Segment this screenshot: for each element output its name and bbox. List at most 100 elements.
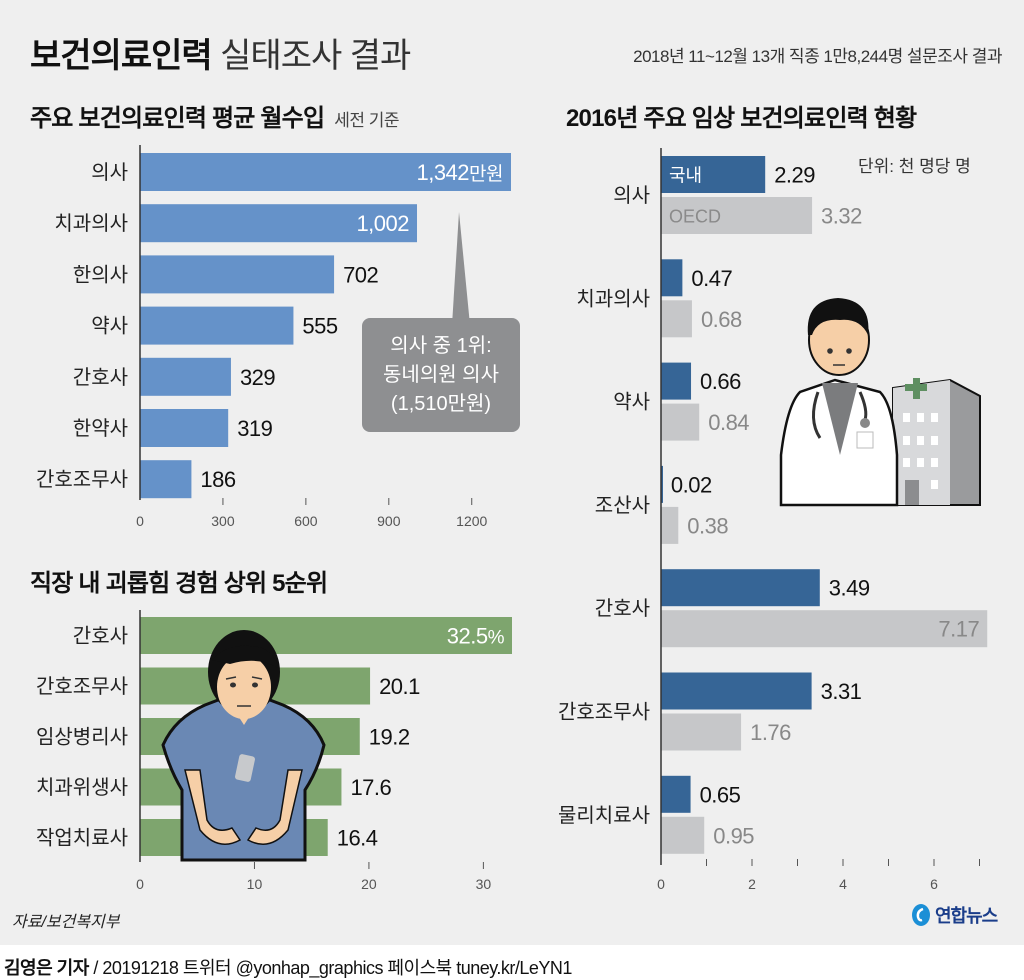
unit-note: 단위: 천 명당 명 (858, 157, 971, 176)
footer-bar (0, 945, 1024, 980)
domestic-bar (661, 362, 692, 400)
workforce-category-label: 물리치료사 (558, 804, 650, 827)
hospital-door (905, 480, 919, 505)
income-category-label: 약사 (91, 315, 128, 338)
harassment-category-label: 치과위생사 (36, 776, 128, 799)
income-value-label: 1,342만원 (416, 160, 503, 185)
oecd-value-label: 1.76 (750, 720, 791, 745)
nurse-bangs (212, 645, 278, 668)
income-value-label: 555 (302, 314, 337, 339)
income-bar (140, 460, 192, 499)
harassment-value-label: 19.2 (369, 725, 410, 750)
harassment-tick-label: 0 (136, 876, 144, 892)
harassment-category-label: 간호조무사 (36, 675, 128, 698)
income-value-label: 329 (240, 365, 275, 390)
domestic-value-label: 0.65 (700, 782, 741, 807)
callout-box (362, 318, 520, 432)
yonhap-logo-text: 연합뉴스 (935, 906, 998, 926)
income-chart-title-text: 주요 보건의료인력 평균 월수입 (30, 105, 325, 132)
nurse-left-arm (184, 769, 242, 845)
nurse-right-eye (252, 682, 258, 688)
workforce-category-label: 치과의사 (576, 287, 650, 310)
harassment-tick-label: 30 (476, 876, 492, 892)
oecd-bar (661, 713, 742, 751)
workforce-tick-label: 2 (748, 876, 756, 892)
income-tick-label: 0 (136, 513, 144, 529)
workforce-tick-label: 6 (930, 876, 938, 892)
income-value-label: 1,002 (356, 211, 409, 236)
legend-domestic-label: 국내 (669, 166, 702, 186)
income-bar (140, 204, 418, 243)
doctor-shirt (822, 383, 858, 455)
income-bar (140, 153, 511, 191)
domestic-value-label: 0.47 (691, 266, 732, 291)
doctor-hospital-illustration (779, 298, 981, 507)
income-bar (140, 357, 231, 396)
oecd-value-label: 0.95 (713, 823, 754, 848)
oecd-bar (661, 506, 679, 544)
harassment-value-label: 17.6 (350, 775, 391, 800)
income-category-label: 간호사 (73, 366, 128, 389)
income-value-label: 702 (343, 262, 378, 287)
nurse-right-arm (246, 769, 303, 845)
oecd-value-label: 0.68 (701, 307, 742, 332)
domestic-value-label: 0.66 (700, 369, 741, 394)
doctor-left-eye (827, 348, 833, 354)
harassment-category-label: 임상병리사 (36, 726, 128, 749)
oecd-bar (661, 610, 988, 648)
byline: 김영은 기자 / 20191218 트위터 @yonhap_graphics 페… (4, 954, 572, 980)
stethoscope-chest-piece (860, 418, 870, 428)
harassment-category-label: 간호사 (73, 625, 128, 648)
callout-text-line: (1,510만원) (391, 392, 491, 415)
workforce-tick-label: 0 (657, 876, 665, 892)
domestic-bar (661, 259, 683, 297)
byline-details: / 20191218 트위터 @yonhap_graphics 페이스북 tun… (88, 958, 572, 978)
legend-oecd-label: OECD (669, 207, 721, 227)
yonhap-logo: 연합뉴스 (910, 902, 998, 928)
oecd-value-label: 3.32 (821, 204, 862, 229)
reporter-name: 김영은 기자 (4, 958, 89, 978)
harassment-value-label: 20.1 (379, 674, 420, 699)
doctor-hair (807, 298, 869, 335)
doctor-pocket (856, 431, 874, 449)
income-chart-note: 세전 기준 (334, 111, 400, 130)
domestic-value-label: 0.02 (671, 472, 712, 497)
oecd-bar (661, 816, 705, 854)
harassment-tick-label: 10 (247, 876, 263, 892)
income-value-label: 186 (200, 467, 235, 492)
workforce-category-label: 의사 (613, 184, 650, 207)
data-source: 자료/보건복지부 (12, 914, 120, 931)
nurse-eyebrows (225, 676, 263, 680)
income-bar (140, 409, 229, 447)
income-chart-title: 주요 보건의료인력 평균 월수입 세전 기준 (30, 98, 400, 133)
oecd-bar (661, 403, 700, 441)
hospital-windows (903, 413, 938, 489)
domestic-bar (661, 672, 812, 710)
workforce-chart: 의사 2.29 국내 3.32 OECD 치과의사 0.47 0.68 약사 0.66 0.84 조산… (558, 148, 988, 892)
income-category-label: 한약사 (73, 417, 128, 440)
workforce-category-label: 간호조무사 (558, 701, 650, 724)
income-category-label: 한의사 (73, 263, 128, 286)
oecd-value-label: 0.38 (687, 513, 728, 538)
income-bar (140, 255, 335, 294)
domestic-value-label: 2.29 (774, 163, 815, 188)
survey-subtitle: 2018년 11~12월 13개 직종 1만8,244명 설문조사 결과 (633, 47, 1002, 66)
harassment-tick-label: 20 (361, 876, 377, 892)
income-value-label: 319 (237, 416, 272, 441)
domestic-bar (661, 775, 691, 813)
income-category-label: 간호조무사 (36, 468, 128, 491)
workforce-category-label: 약사 (613, 391, 650, 414)
hospital-cross-icon (905, 378, 927, 399)
doctor-right-eye (846, 348, 852, 354)
domestic-value-label: 3.49 (829, 576, 870, 601)
oecd-value-label: 0.84 (708, 410, 749, 435)
income-tick-label: 300 (211, 513, 235, 529)
workforce-category-label: 간호사 (595, 597, 650, 620)
callout-text-line: 동네의원 의사 (383, 363, 499, 386)
yonhap-logo-icon (912, 904, 930, 926)
workforce-chart-title: 2016년 주요 임상 보건의료인력 현황 (566, 105, 917, 132)
nurse-left-eye (230, 682, 236, 688)
income-tick-label: 900 (377, 513, 401, 529)
